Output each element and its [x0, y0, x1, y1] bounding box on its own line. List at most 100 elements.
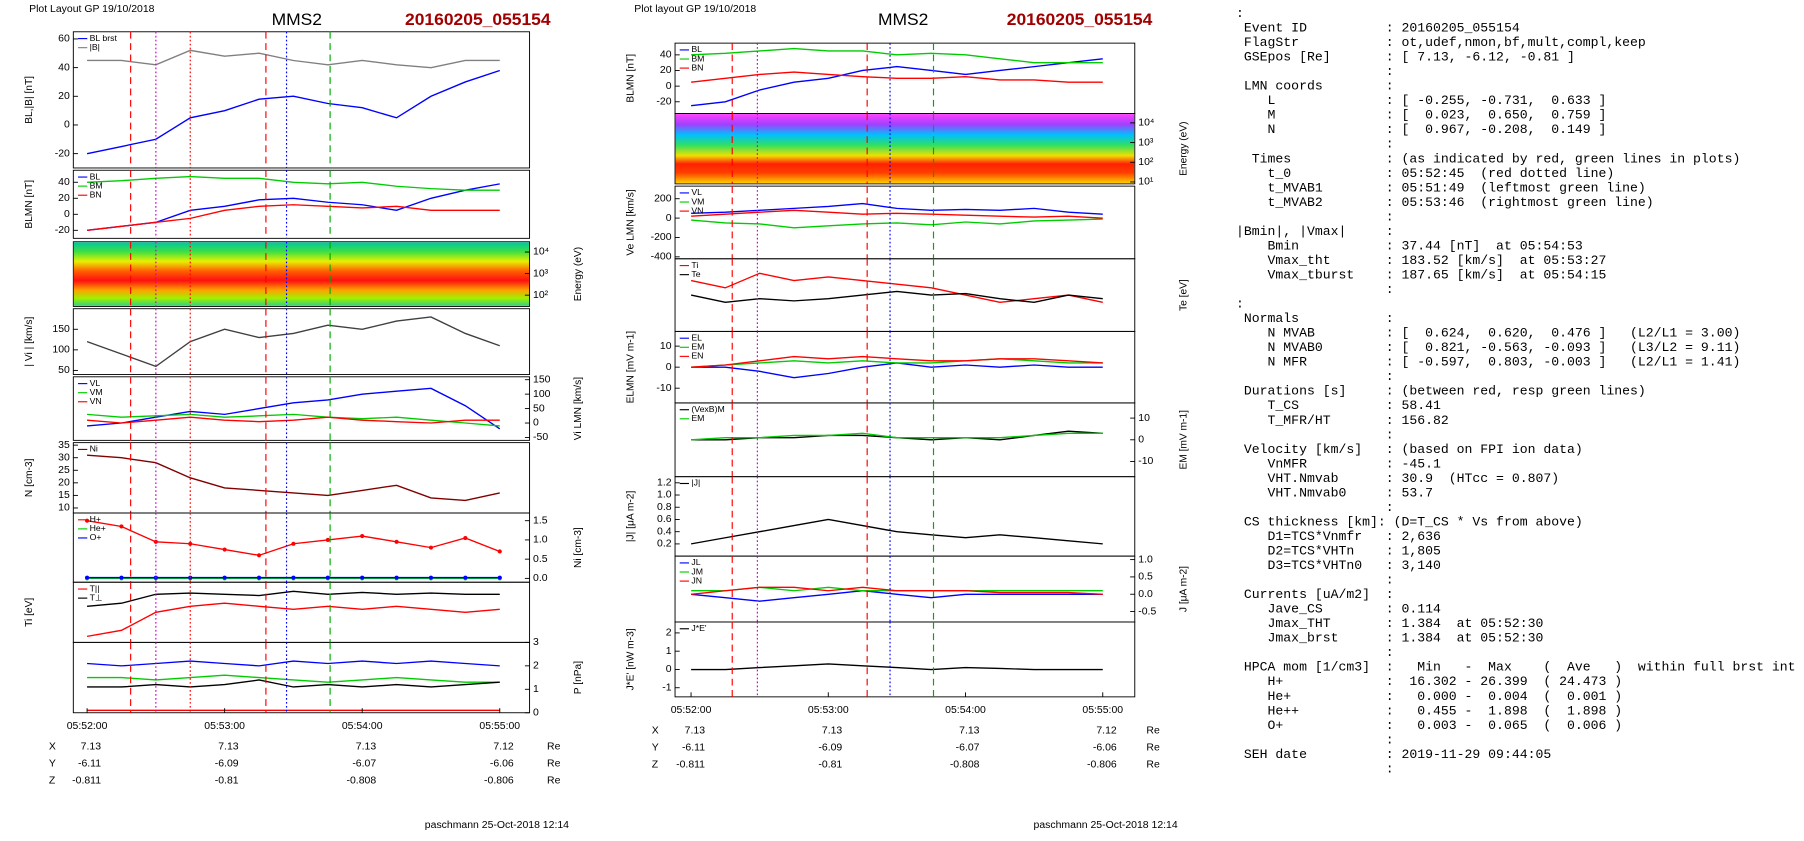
y-axis-label: |J| [μA m-2]: [625, 491, 636, 543]
y-tick-label: 50: [58, 365, 70, 376]
y-tick-label: 10²: [533, 290, 549, 301]
position-value: -6.11: [78, 759, 101, 770]
position-unit: Re: [547, 759, 561, 770]
series-line: [86, 413, 500, 427]
plot-title: MMS2: [878, 9, 928, 29]
series-line: [690, 518, 1103, 545]
listing-line: :: [1236, 137, 1394, 152]
y-tick-label: 2: [533, 661, 539, 672]
y-tick-label: 1.0: [1138, 554, 1153, 565]
legend-label: J*E': [691, 623, 707, 633]
listing-line: M : [ 0.023, 0.650, 0.759 ]: [1236, 108, 1606, 123]
series-line: [691, 218, 1103, 229]
series-line: [87, 49, 500, 69]
listing-line: :: [1236, 500, 1394, 515]
y-tick-label: 20: [660, 65, 672, 76]
listing-line: Jmax_THT : 1.384 at 05:52:30: [1236, 616, 1543, 631]
y-tick-label: 40: [58, 177, 70, 188]
y-tick-label: -0.5: [1138, 606, 1156, 617]
position-label: X: [49, 742, 56, 753]
listing-line: Jave_CS : 0.114: [1236, 602, 1441, 617]
panel-frame: [72, 241, 531, 307]
y-axis-label: Te [eV]: [1178, 279, 1189, 311]
legend-label: VN: [90, 396, 102, 406]
legend-label: Ti: [691, 260, 698, 270]
series-line: [691, 209, 1103, 219]
y-tick-label: 0: [64, 120, 70, 131]
position-value: 7.12: [1096, 726, 1117, 737]
y-tick-label: 20: [58, 91, 70, 102]
listing-line: O+ : 0.003 - 0.065 ( 0.006 ): [1236, 718, 1622, 733]
y-tick-label: 100: [533, 389, 551, 400]
listing-line: t_MVAB2 : 05:53:46 (rightmost green line…: [1236, 195, 1654, 210]
y-tick-label: 35: [58, 440, 70, 451]
listing-line: :: [1236, 427, 1394, 442]
series-line: [690, 290, 1103, 304]
listing-line: Vmax_tburst : 187.65 [km/s] at 05:54:15: [1236, 268, 1606, 283]
y-axis-label: Ni [cm-3]: [573, 527, 584, 568]
y-tick-label: 25: [58, 465, 70, 476]
y-tick-label: -20: [656, 97, 671, 108]
y-tick-label: 1: [533, 684, 539, 695]
y-tick-label: 10¹: [1138, 177, 1154, 188]
series-line: [86, 316, 501, 368]
y-tick-label: 20: [58, 193, 70, 204]
listing-line: FlagStr : ot,udef,nmon,bf,mult,compl,kee…: [1236, 35, 1646, 50]
listing-line: D3=TCS*VHTn0 : 3,140: [1236, 558, 1441, 573]
position-value: -6.09: [818, 743, 842, 754]
series-line: [86, 69, 500, 155]
y-tick-label: -20: [55, 148, 70, 159]
listing-line: Bmin : 37.44 [nT] at 05:54:53: [1236, 239, 1583, 254]
legend-label: JN: [691, 575, 702, 585]
y-tick-label: 0: [533, 418, 539, 429]
position-value: -0.811: [676, 760, 705, 771]
position-value: -6.11: [682, 743, 705, 754]
legend-label: VM: [90, 387, 103, 397]
series-line: [691, 362, 1103, 379]
listing-line: N MFR : [ -0.597, 0.803, -0.003 ] (L2/L1…: [1236, 355, 1740, 370]
series-line: [86, 416, 500, 424]
legend-label: BN: [90, 190, 102, 200]
listing-line: :: [1236, 573, 1394, 588]
listing-line: :: [1236, 369, 1394, 384]
legend-label: H+: [90, 514, 101, 524]
listing-line: :: [1236, 6, 1244, 21]
y-tick-label: 0: [666, 213, 672, 224]
legend-label: Te: [691, 269, 700, 279]
legend-label: Ni: [90, 444, 98, 454]
legend-label: BM: [90, 180, 103, 190]
y-tick-label: -400: [651, 252, 672, 263]
listing-line: Durations [s] : (between red, resp green…: [1236, 384, 1646, 399]
legend-label: |J|: [691, 478, 700, 488]
legend-label: O+: [90, 532, 102, 542]
y-axis-label: Ti [eV]: [24, 598, 35, 627]
plot-header: Plot layout GP 19/10/2018: [634, 4, 756, 15]
series-line: [691, 202, 1103, 215]
series-line: [86, 602, 500, 638]
y-tick-label: -10: [656, 383, 671, 394]
event-id: 20160205_055154: [405, 9, 551, 29]
position-unit: Re: [1146, 743, 1160, 754]
y-tick-label: 10: [660, 341, 672, 352]
panel-frame: [674, 402, 1136, 478]
y-tick-label: 2: [666, 628, 672, 639]
position-value: -0.811: [72, 776, 101, 787]
position-label: Y: [652, 743, 659, 754]
y-tick-label: 0.0: [533, 573, 548, 584]
position-value: -6.06: [1093, 743, 1117, 754]
position-value: -6.07: [956, 743, 980, 754]
listing-line: |Bmin|, |Vmax| :: [1236, 224, 1394, 239]
listing-line: :: [1236, 762, 1394, 777]
y-axis-label: BL,|B| [nT]: [24, 76, 35, 124]
y-axis-label: BLMN [nT]: [625, 54, 636, 103]
y-axis-label: Ve LMN [km/s]: [625, 189, 636, 255]
position-value: -0.81: [215, 776, 239, 787]
position-label: Z: [652, 760, 658, 771]
listing-line: VHT.Nmvab0 : 53.7: [1236, 486, 1433, 501]
legend-label: BM: [691, 53, 704, 63]
legend-label: T||: [90, 583, 100, 593]
y-tick-label: 10³: [1138, 137, 1154, 148]
y-axis-label: P [nPa]: [573, 661, 584, 694]
